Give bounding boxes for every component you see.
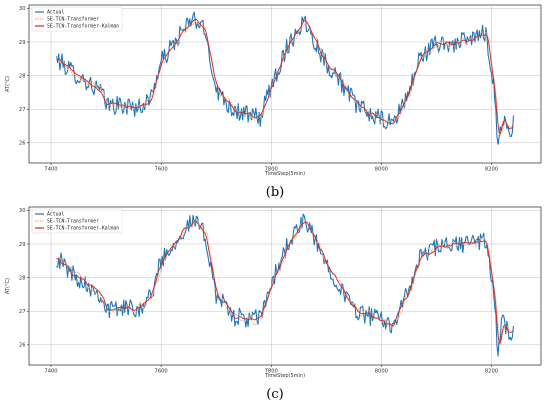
series-line-se-tcn-transformer — [56, 219, 514, 346]
legend-label-se-tcn-transformer-kalman: SE-TCN-Transformer-Kalman — [47, 24, 119, 30]
y-tick-label: 27 — [19, 309, 26, 315]
x-tick-label: 7600 — [155, 167, 168, 173]
legend: Actual SE-TCN-Transformer SE-TCN-Transfo… — [31, 6, 123, 32]
y-axis-label: AT(°C) — [5, 278, 11, 294]
series-line-se-tcn-transformer-kalman — [56, 220, 514, 344]
y-tick-label: 28 — [19, 73, 26, 79]
y-tick-label: 29 — [19, 242, 26, 248]
x-tick-label: 8000 — [375, 369, 388, 375]
y-tick-label: 26 — [19, 343, 26, 349]
x-tick-label: 8200 — [485, 167, 498, 173]
y-tick-label: 28 — [19, 275, 26, 281]
legend-label-actual: Actual — [47, 10, 64, 16]
x-tick-label: 7400 — [44, 167, 57, 173]
x-tick-label: 8000 — [375, 167, 388, 173]
x-axis-label: TimeStep(5min) — [264, 373, 305, 379]
y-tick-label: 26 — [19, 141, 26, 147]
legend-label-se-tcn-transformer: SE-TCN-Transformer — [47, 219, 99, 225]
legend-box — [31, 208, 123, 234]
y-tick-label: 27 — [19, 107, 26, 113]
plot-area — [28, 206, 542, 366]
x-axis-label: TimeStep(5min) — [264, 171, 305, 177]
y-tick-label: 30 — [19, 6, 26, 12]
panel-caption-b: (b) — [266, 185, 284, 200]
ticks: 7400 7600 7800 8000 8200 26 27 28 29 30 — [19, 208, 498, 374]
y-axis-label: AT(°C) — [5, 76, 11, 92]
x-tick-label: 7600 — [155, 369, 168, 375]
x-tick-label: 7800 — [265, 167, 278, 173]
legend: Actual SE-TCN-Transformer SE-TCN-Transfo… — [31, 208, 123, 234]
x-tick-label: 8200 — [485, 369, 498, 375]
series-line-actual — [55, 11, 515, 145]
series-layer — [56, 213, 515, 357]
legend-label-se-tcn-transformer-kalman: SE-TCN-Transformer-Kalman — [47, 226, 119, 232]
series-line-se-tcn-transformer-kalman — [56, 18, 514, 135]
legend-label-se-tcn-transformer: SE-TCN-Transformer — [47, 17, 99, 23]
chart-panel-b: 7400 7600 7800 8000 8200 26 27 28 29 30 TimeStep(… — [5, 4, 542, 200]
ticks: 7400 7600 7800 8000 8200 26 27 28 29 30 — [19, 6, 498, 172]
series-layer — [55, 11, 515, 145]
plot-area — [28, 4, 542, 164]
chart-panel-c: 7400 7600 7800 8000 8200 26 27 28 29 30 TimeStep(… — [5, 206, 542, 402]
panel-caption-c: (c) — [266, 387, 283, 402]
legend-label-actual: Actual — [47, 212, 64, 218]
series-line-se-tcn-transformer — [56, 19, 514, 137]
y-tick-label: 30 — [19, 208, 26, 214]
y-tick-label: 29 — [19, 40, 26, 46]
x-tick-label: 7400 — [44, 369, 57, 375]
x-tick-label: 7800 — [265, 369, 278, 375]
legend-box — [31, 6, 123, 32]
